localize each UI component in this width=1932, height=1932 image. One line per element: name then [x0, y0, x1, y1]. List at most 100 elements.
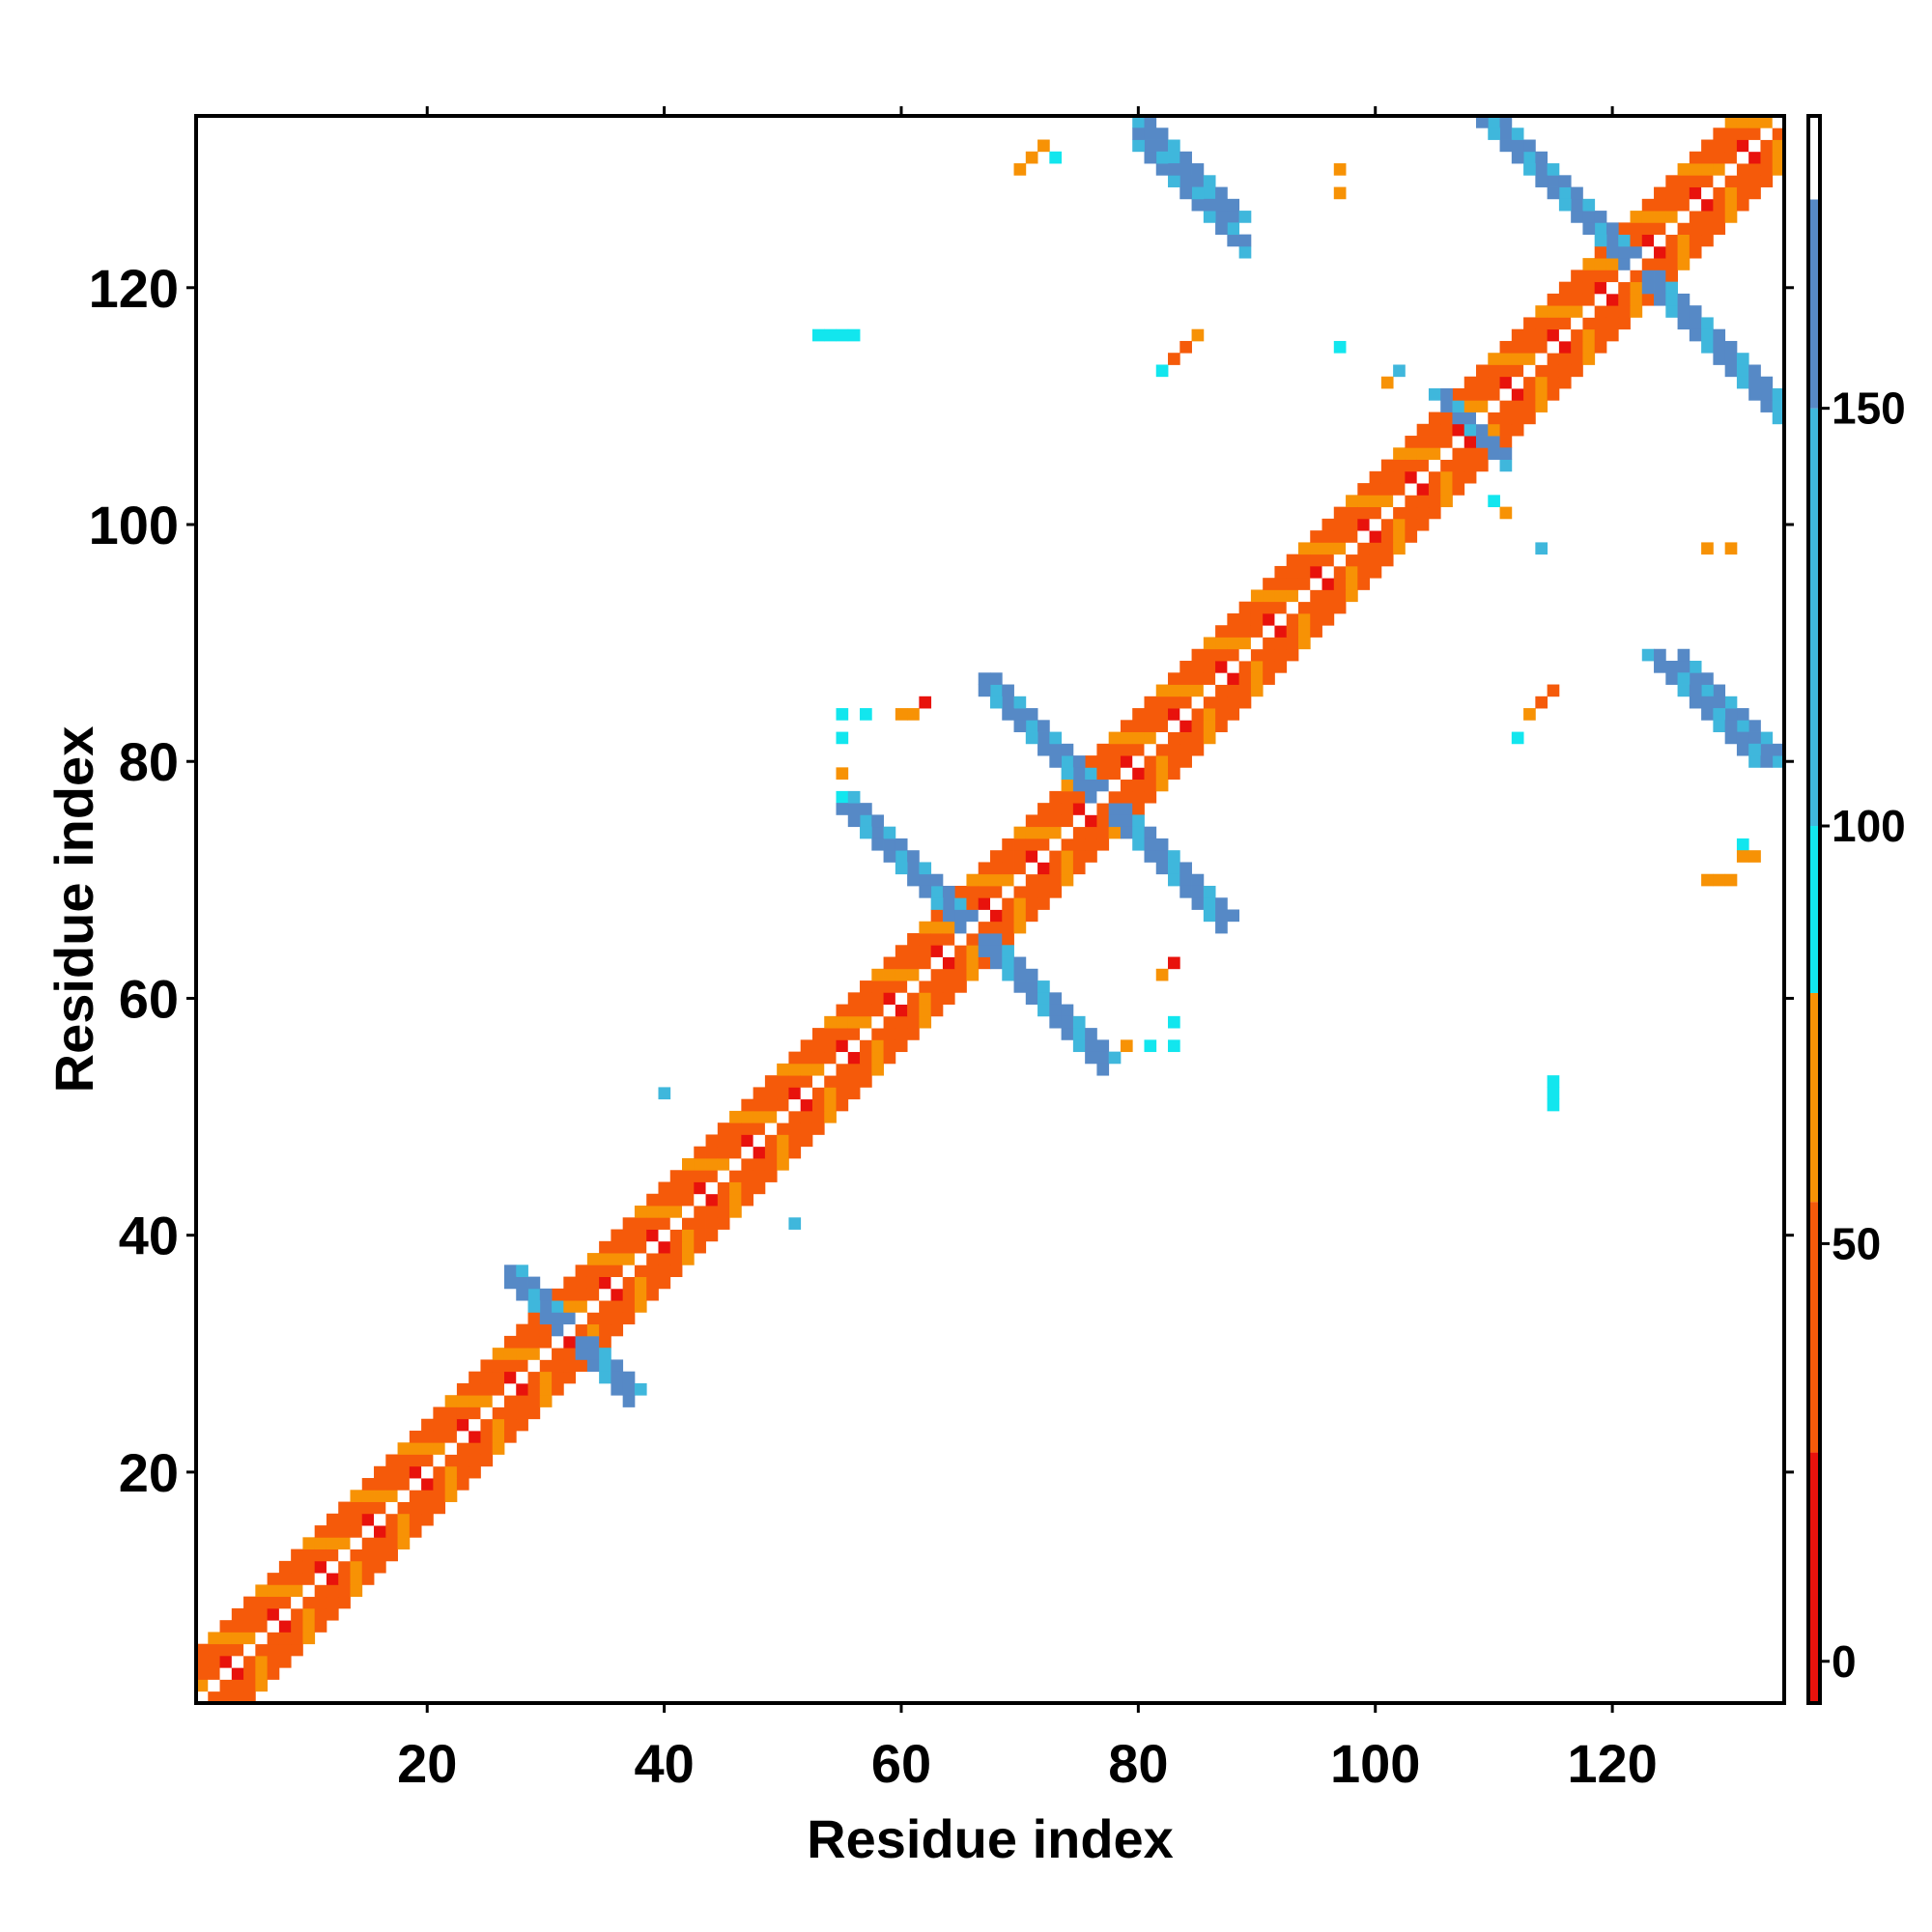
- heatmap-cell: [847, 1063, 861, 1076]
- heatmap-cell: [552, 1323, 564, 1337]
- heatmap-cell: [1405, 483, 1418, 496]
- y-tick-label: 20: [119, 1442, 179, 1503]
- heatmap-cell: [836, 1039, 849, 1053]
- heatmap-cell: [444, 1430, 458, 1443]
- heatmap-cell: [1061, 755, 1074, 768]
- heatmap-cell: [385, 1525, 398, 1538]
- heatmap-cell: [1558, 317, 1572, 330]
- heatmap-cell: [350, 1513, 363, 1526]
- heatmap-cell: [1488, 447, 1500, 460]
- heatmap-cell: [1168, 672, 1180, 685]
- heatmap-cell: [1452, 436, 1465, 448]
- heatmap-cell: [954, 968, 967, 981]
- heatmap-cell: [1713, 198, 1726, 212]
- heatmap-cell: [646, 1288, 659, 1301]
- heatmap-cell: [1654, 281, 1666, 295]
- heatmap-cell: [788, 1134, 802, 1148]
- heatmap-cell: [942, 956, 955, 970]
- heatmap-cell: [1357, 554, 1370, 567]
- heatmap-cell: [1025, 720, 1038, 732]
- heatmap-cell: [1713, 186, 1726, 200]
- heatmap-cell: [930, 1004, 944, 1017]
- heatmap-cell: [1380, 483, 1394, 496]
- heatmap-cell: [883, 1039, 896, 1053]
- heatmap-cell: [1452, 470, 1465, 484]
- heatmap-cell: [1689, 198, 1702, 212]
- heatmap-cell: [1380, 459, 1394, 472]
- heatmap-cell: [231, 1690, 244, 1704]
- heatmap-cell: [1594, 222, 1607, 236]
- heatmap-cell: [777, 1134, 789, 1148]
- heatmap-cell: [753, 1110, 766, 1123]
- heatmap-cell: [480, 1359, 494, 1373]
- heatmap-cell: [1535, 317, 1548, 330]
- heatmap-cell: [1263, 637, 1275, 650]
- heatmap-cell: [1250, 625, 1264, 638]
- heatmap-cell: [469, 1442, 481, 1455]
- heatmap-cell: [1013, 956, 1027, 970]
- heatmap-cell: [1535, 542, 1548, 555]
- heatmap-cell: [1144, 708, 1157, 721]
- heatmap-cell: [611, 1264, 624, 1277]
- heatmap-cell: [1132, 743, 1145, 756]
- heatmap-cell: [314, 1573, 327, 1585]
- heatmap-cell: [777, 1146, 789, 1159]
- heatmap-cell: [1748, 850, 1761, 863]
- heatmap-cell: [1002, 862, 1014, 875]
- heatmap-cell: [527, 1323, 541, 1337]
- heatmap-cell: [836, 1098, 849, 1112]
- heatmap-cell: [1654, 245, 1666, 259]
- heatmap-cell: [1463, 436, 1477, 448]
- heatmap-cell: [978, 684, 991, 697]
- heatmap-cell: [1665, 672, 1678, 685]
- heatmap-cell: [1677, 317, 1690, 330]
- heatmap-cell: [1357, 483, 1370, 496]
- heatmap-cell: [800, 1051, 813, 1065]
- heatmap-cell: [1724, 720, 1738, 732]
- heatmap-cell: [811, 1051, 825, 1065]
- heatmap-cell: [990, 672, 1003, 685]
- heatmap-cell: [196, 1643, 209, 1657]
- heatmap-cell: [1049, 992, 1063, 1005]
- heatmap-cell: [1713, 720, 1726, 732]
- heatmap-cell: [990, 909, 1003, 923]
- heatmap-cell: [1333, 163, 1347, 176]
- heatmap-cell: [1191, 186, 1205, 200]
- heatmap-cell: [575, 1359, 588, 1373]
- heatmap-cell: [1428, 495, 1441, 508]
- heatmap-cell: [611, 1288, 624, 1301]
- heatmap-cell: [575, 1335, 588, 1349]
- heatmap-cell: [753, 1134, 766, 1148]
- heatmap-cell: [1677, 234, 1690, 247]
- heatmap-cell: [669, 1240, 683, 1254]
- heatmap-cell: [1618, 245, 1631, 259]
- heatmap-cell: [658, 1253, 671, 1265]
- heatmap-cell: [1215, 222, 1228, 236]
- heatmap-cell: [1380, 530, 1394, 543]
- heatmap-cell: [1096, 803, 1110, 815]
- y-tick-label: 80: [119, 731, 179, 792]
- heatmap-cell: [1760, 139, 1774, 153]
- heatmap-cell: [302, 1573, 316, 1585]
- heatmap-cell: [1499, 340, 1513, 354]
- heatmap-cell: [930, 968, 944, 981]
- heatmap-cell: [208, 1643, 220, 1657]
- heatmap-cell: [1227, 222, 1240, 236]
- heatmap-cell: [753, 1181, 766, 1195]
- heatmap-cell: [1144, 720, 1157, 732]
- heatmap-cell: [1393, 542, 1406, 555]
- heatmap-cell: [575, 1312, 588, 1325]
- heatmap-cell: [836, 731, 849, 745]
- heatmap-cell: [1701, 696, 1714, 709]
- heatmap-cell: [1547, 388, 1560, 401]
- heatmap-cell: [1511, 328, 1524, 342]
- heatmap-cell: [871, 1051, 884, 1065]
- heatmap-cell: [646, 1253, 659, 1265]
- heatmap-cell: [1061, 1015, 1074, 1029]
- heatmap-cell: [1297, 565, 1311, 579]
- heatmap-cell: [503, 1418, 517, 1432]
- heatmap-cell: [1274, 625, 1288, 638]
- heatmap-cell: [658, 1240, 671, 1254]
- heatmap-cell: [302, 1607, 316, 1621]
- heatmap-cell: [421, 1478, 434, 1491]
